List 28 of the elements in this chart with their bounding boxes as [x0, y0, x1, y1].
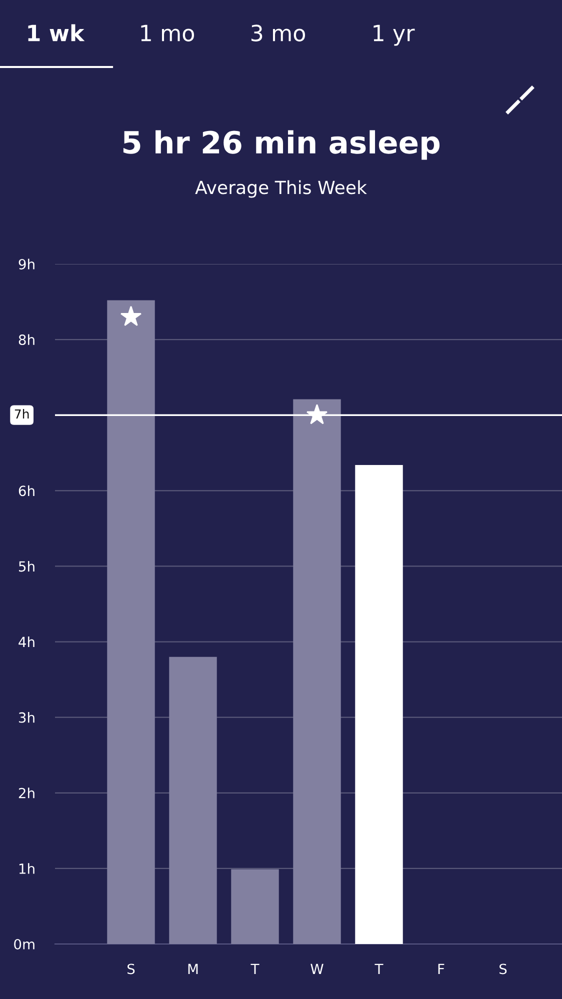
y-tick-label: 0m — [14, 938, 34, 950]
text: 1 mo — [141, 24, 194, 42]
x-tick-label: F — [438, 964, 444, 974]
y-tick-label: 2h — [18, 788, 34, 798]
y-tick-label: 9h — [18, 258, 34, 270]
chart-subtitle: Average This Week — [195, 180, 367, 198]
bar — [293, 399, 341, 944]
y-tick-label: 4h — [18, 636, 34, 648]
bar — [107, 300, 155, 944]
text: 3 mo — [251, 24, 306, 42]
y-tick-label: 1h — [19, 863, 34, 874]
bar — [355, 464, 403, 944]
bar — [231, 869, 279, 944]
y-tick-label: 3h — [18, 712, 34, 723]
y-tick-label: 6h — [18, 485, 34, 496]
chart-title: 5 hr 26 min asleep — [123, 130, 440, 160]
text: 1 wk — [28, 24, 85, 42]
x-tick-label: T — [250, 964, 260, 974]
x-tick-label: W — [310, 964, 324, 974]
x-tick-label: S — [500, 964, 507, 974]
bar — [169, 656, 217, 944]
y-tick-label: 5h — [18, 560, 34, 572]
text: 1 yr — [374, 24, 415, 46]
ref-line-label: 7h — [14, 409, 29, 419]
x-tick-label: M — [188, 964, 198, 974]
x-tick-label: S — [128, 964, 135, 974]
y-tick-label: 8h — [18, 334, 34, 346]
x-tick-label: T — [374, 964, 384, 974]
